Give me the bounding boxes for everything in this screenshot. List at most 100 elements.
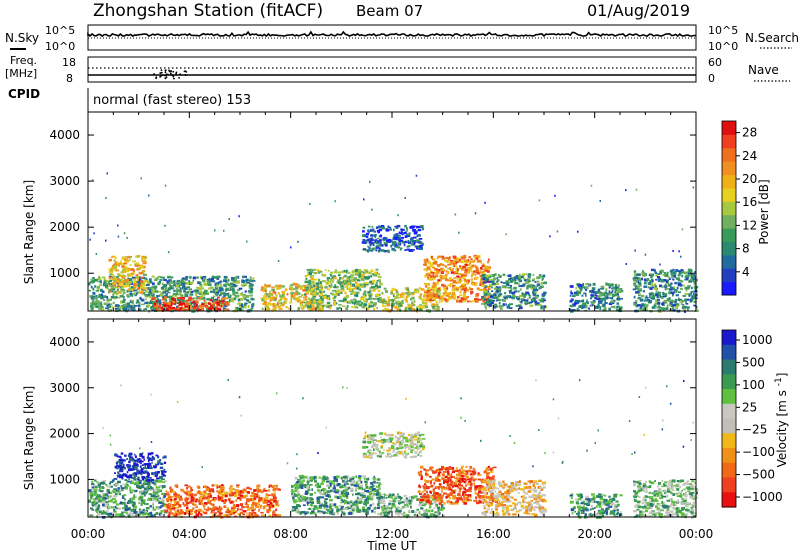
data-cell <box>217 307 221 311</box>
data-cell <box>437 294 440 297</box>
data-cell <box>220 497 224 500</box>
data-cell <box>183 300 187 302</box>
data-cell <box>136 267 140 271</box>
data-cell <box>513 286 517 290</box>
data-cell <box>189 500 193 504</box>
data-cell <box>365 248 367 252</box>
data-cell <box>580 288 583 292</box>
data-cell <box>506 281 510 284</box>
data-cell <box>577 299 581 303</box>
data-cell <box>152 481 156 484</box>
data-cell <box>610 300 614 303</box>
data-cell <box>590 297 593 300</box>
data-cell <box>312 290 316 294</box>
data-cell <box>105 307 109 310</box>
data-cell <box>390 290 393 293</box>
data-cell <box>89 305 94 308</box>
data-cell <box>151 297 156 301</box>
data-cell <box>407 240 410 243</box>
data-cell <box>352 292 356 295</box>
data-cell <box>143 257 148 259</box>
data-cell <box>418 238 423 240</box>
data-cell <box>139 492 142 495</box>
data-cell <box>134 263 137 266</box>
data-cell <box>142 482 146 486</box>
data-cell <box>481 296 485 298</box>
data-cell <box>308 287 312 290</box>
data-cell <box>203 502 208 505</box>
data-cell <box>271 485 275 489</box>
data-cell <box>220 506 223 509</box>
data-cell <box>482 263 485 266</box>
data-cell <box>341 277 344 280</box>
data-cell <box>233 494 238 498</box>
data-cell <box>634 285 638 287</box>
data-cell <box>670 272 673 276</box>
data-cell <box>389 299 393 302</box>
data-cell <box>591 301 594 304</box>
data-cell <box>174 494 178 498</box>
data-cell <box>261 307 264 310</box>
data-cell <box>197 281 201 285</box>
data-cell <box>694 275 697 278</box>
data-cell <box>106 488 110 492</box>
data-cell <box>280 303 283 306</box>
data-cell <box>122 296 125 299</box>
data-cell <box>281 303 285 307</box>
data-cell <box>675 294 679 297</box>
data-cell <box>133 289 138 292</box>
data-cell <box>335 302 338 305</box>
nave-dip-point <box>155 77 158 80</box>
data-cell <box>454 213 457 216</box>
data-cell <box>275 502 279 505</box>
data-cell <box>279 298 283 301</box>
data-cell <box>103 497 108 500</box>
data-cell <box>598 306 602 308</box>
data-cell <box>165 289 170 292</box>
data-cell <box>256 514 259 517</box>
data-cell <box>434 293 437 296</box>
data-cell <box>397 302 402 305</box>
data-cell <box>585 305 588 309</box>
data-cell <box>154 466 157 469</box>
data-cell <box>203 497 205 500</box>
data-cell <box>306 480 310 483</box>
data-cell <box>458 276 462 279</box>
data-cell <box>169 504 171 508</box>
data-cell <box>216 302 219 305</box>
data-cell <box>370 242 375 245</box>
data-cell <box>108 271 111 274</box>
data-cell <box>515 275 519 278</box>
data-cell <box>369 289 372 293</box>
data-cell <box>147 304 151 307</box>
data-cell <box>219 492 224 496</box>
data-cell <box>384 243 387 247</box>
data-cell <box>497 274 500 277</box>
data-cell <box>276 484 278 488</box>
data-cell <box>95 289 100 292</box>
data-cell <box>118 476 122 479</box>
data-cell <box>678 250 680 253</box>
data-cell <box>298 481 303 484</box>
data-cell <box>383 250 387 253</box>
data-cell <box>480 278 483 281</box>
data-cell <box>362 234 366 238</box>
data-cell <box>508 278 511 281</box>
data-cell <box>602 309 607 312</box>
data-cell <box>211 503 213 506</box>
data-cell <box>118 262 123 265</box>
data-cell <box>254 502 258 506</box>
data-cell <box>416 289 418 293</box>
data-cell <box>103 280 107 283</box>
data-cell <box>183 286 188 289</box>
data-cell <box>206 308 209 311</box>
data-cell <box>669 299 672 302</box>
data-cell <box>326 278 330 282</box>
data-cell <box>351 301 354 305</box>
data-cell <box>428 293 432 295</box>
data-cell <box>221 297 225 300</box>
data-cell <box>184 503 189 506</box>
data-cell <box>210 299 213 302</box>
data-cell <box>121 497 125 499</box>
data-cell <box>494 305 496 309</box>
